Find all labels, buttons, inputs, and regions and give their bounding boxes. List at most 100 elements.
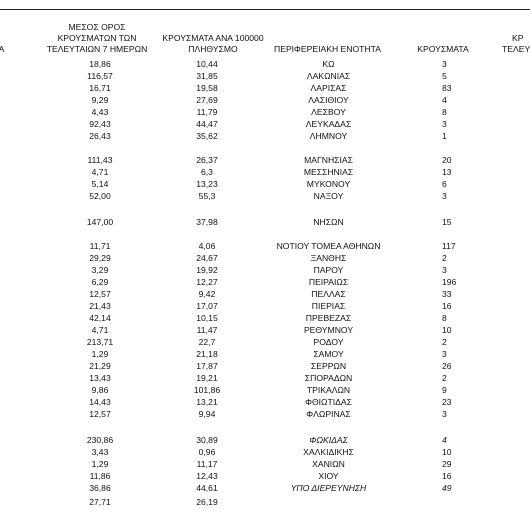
cases-cell: 2 [442, 373, 447, 383]
cases-cell: 29 [442, 459, 452, 469]
rate-cell: 19,58 [196, 83, 218, 93]
avg-cell: 4,71 [91, 167, 109, 177]
cases-cell: 20 [442, 155, 452, 165]
rate-cell: 6,3 [201, 167, 213, 177]
rate-cell: 35,62 [196, 131, 218, 141]
rate-cell: 19,92 [196, 265, 218, 275]
avg-cell: 26,43 [89, 131, 111, 141]
cases-cell: 3 [442, 191, 447, 201]
top-rule [0, 9, 530, 10]
unit-cell: ΧΑΛΚΙΔΙΚΗΣ [303, 447, 354, 457]
header-rate-line-1: ΚΡΟΥΣΜΑΤΑ ΑΝΑ 100000 [162, 33, 264, 43]
cases-cell: 4 [442, 435, 447, 445]
unit-cell: ΝΑΞΟΥ [313, 191, 344, 201]
cases-cell: 10 [442, 325, 452, 335]
avg-cell: 1,29 [91, 459, 109, 469]
rate-cell: 11,17 [196, 459, 218, 469]
avg-cell: 29,29 [89, 253, 111, 263]
avg-cell: 92,43 [89, 119, 111, 129]
cases-cell: 33 [442, 289, 452, 299]
rate-cell: 24,67 [196, 253, 218, 263]
avg-cell: 4,43 [91, 107, 109, 117]
unit-cell: ΧΙΟΥ [318, 471, 339, 481]
rate-cell: 26,37 [196, 155, 218, 165]
rate-cell: 30,89 [196, 435, 218, 445]
unit-cell: ΠΕΙΡΑΙΩΣ [308, 277, 349, 287]
rate-cell: 13,21 [196, 397, 218, 407]
unit-cell: ΦΛΩΡΙΝΑΣ [306, 409, 351, 419]
header-avg-line-3: ΤΕΛΕΥΤΑΙΩΝ 7 ΗΜΕΡΩΝ [46, 43, 148, 54]
avg-cell: 11,86 [89, 471, 111, 481]
rate-cell: 44,61 [196, 483, 218, 493]
unit-cell: ΛΑΡΙΣΑΣ [310, 83, 347, 93]
avg-cell: 1,29 [91, 349, 109, 359]
header-partial-right: ΚΡ ΤΕΛΕΥ [502, 33, 530, 55]
unit-cell: ΜΥΚΟΝΟΥ [306, 179, 351, 189]
unit-cell: ΧΑΝΙΩΝ [312, 459, 345, 469]
cases-cell: 3 [442, 119, 447, 129]
rate-cell: 10,15 [196, 313, 218, 323]
avg-cell: 3,43 [91, 447, 109, 457]
rate-cell: 19,21 [196, 373, 218, 383]
cases-cell: 3 [442, 349, 447, 359]
avg-cell: 3,29 [91, 265, 109, 275]
unit-cell: ΞΑΝΘΗΣ [310, 253, 347, 263]
cases-cell: 16 [442, 471, 452, 481]
rate-cell: 13,23 [196, 179, 218, 189]
cases-cell: 6 [442, 179, 447, 189]
rate-cell: 37,98 [196, 217, 218, 227]
cases-cell: 8 [442, 107, 447, 117]
rate-cell: 31,85 [196, 71, 218, 81]
cases-cell: 23 [442, 397, 452, 407]
rate-cell: 11,79 [196, 107, 218, 117]
cases-cell: 3 [442, 409, 447, 419]
avg-cell: 6,29 [91, 277, 109, 287]
cases-cell: 83 [442, 83, 452, 93]
avg-cell: 147,00 [86, 217, 114, 227]
avg-cell: 4,71 [91, 325, 109, 335]
rate-cell: 9,42 [198, 289, 216, 299]
cases-cell: 9 [442, 385, 447, 395]
unit-cell: ΠΙΕΡΙΑΣ [311, 301, 346, 311]
rate-cell: 22,7 [198, 337, 216, 347]
cases-cell: 13 [442, 167, 452, 177]
avg-cell: 36,86 [89, 483, 111, 493]
avg-cell: 116,57 [87, 71, 113, 81]
cases-cell: 15 [442, 217, 452, 227]
unit-cell: ΛΕΣΒΟΥ [311, 107, 346, 117]
rate-cell: 9,94 [198, 409, 216, 419]
cases-cell: 49 [442, 483, 452, 493]
header-cases-text: ΚΡΟΥΣΜΑΤΑ [417, 44, 469, 54]
avg-cell: 14,43 [89, 397, 111, 407]
rate-cell: 0,96 [198, 447, 216, 457]
unit-cell: ΡΕΘΥΜΝΟΥ [303, 325, 354, 335]
cases-cell: 196 [442, 277, 457, 287]
unit-cell: ΥΠΟ ΔΙΕΡΕΥΝΗΣΗ [290, 483, 367, 493]
rate-cell: 12,43 [196, 471, 218, 481]
unit-cell: ΦΩΚΙΔΑΣ [309, 435, 348, 445]
header-partial-right-line-1: ΚΡ [512, 33, 524, 43]
rate-cell: 26,19 [196, 497, 218, 507]
header-avg-line-2: ΚΡΟΥΣΜΑΤΩΝ ΤΩΝ [57, 32, 137, 43]
rate-cell: 17,07 [196, 301, 218, 311]
avg-cell: 9,86 [91, 385, 109, 395]
cases-cell: 3 [442, 265, 447, 275]
header-rate-line-2: ΠΛΗΘΥΣΜΟ [188, 43, 238, 54]
avg-cell: 5,14 [91, 179, 109, 189]
cases-cell: 8 [442, 313, 447, 323]
avg-cell: 9,29 [91, 95, 109, 105]
avg-cell: 213,71 [86, 337, 114, 347]
avg-cell: 12,57 [89, 289, 111, 299]
cases-cell: 1 [442, 131, 447, 141]
avg-cell: 230,86 [86, 435, 114, 445]
unit-cell: ΚΩ [322, 59, 335, 69]
cases-cell: 16 [442, 301, 452, 311]
unit-cell: ΛΑΣΙΘΙΟΥ [308, 95, 349, 105]
rate-cell: 10,44 [196, 59, 218, 69]
rate-cell: 55,3 [198, 191, 216, 201]
avg-cell: 21,43 [89, 301, 111, 311]
unit-cell: ΜΕΣΣΗΝΙΑΣ [303, 167, 354, 177]
avg-cell: 16,71 [89, 83, 111, 93]
avg-cell: 52,00 [89, 191, 111, 201]
